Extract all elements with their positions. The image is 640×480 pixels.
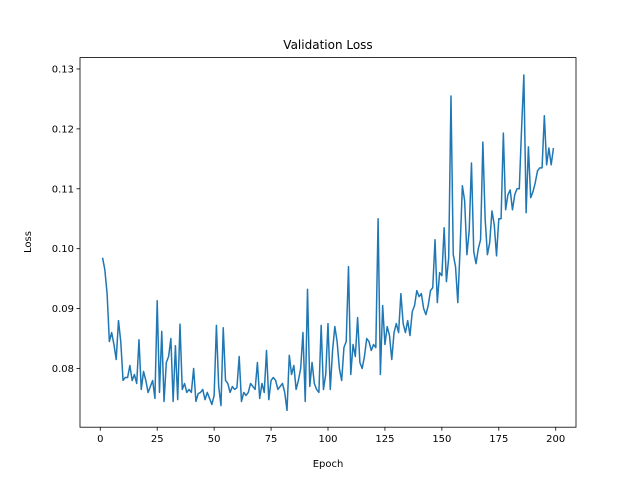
x-tick-label: 200 [546, 434, 565, 445]
line [101, 74, 555, 412]
x-tick-label: 0 [97, 434, 103, 445]
x-axis-label: Epoch [313, 459, 344, 470]
y-tick-label: 0.08 [52, 364, 74, 375]
x-tick-label: 100 [318, 434, 337, 445]
axes-frame [79, 57, 577, 428]
chart-title: Validation Loss [283, 38, 372, 52]
y-axis-label: Loss [23, 231, 34, 253]
y-tick-label: 0.12 [52, 124, 74, 135]
y-tick-label: 0.13 [52, 64, 74, 75]
x-tick-label: 150 [432, 434, 451, 445]
y-tick-label: 0.10 [52, 244, 74, 255]
y-tick-label: 0.09 [52, 304, 74, 315]
x-tick-label: 50 [208, 434, 221, 445]
x-tick-label: 25 [151, 434, 164, 445]
x-tick-label: 75 [265, 434, 278, 445]
x-tick-label: 175 [489, 434, 508, 445]
y-tick-label: 0.11 [52, 184, 74, 195]
x-tick-label: 125 [375, 434, 394, 445]
